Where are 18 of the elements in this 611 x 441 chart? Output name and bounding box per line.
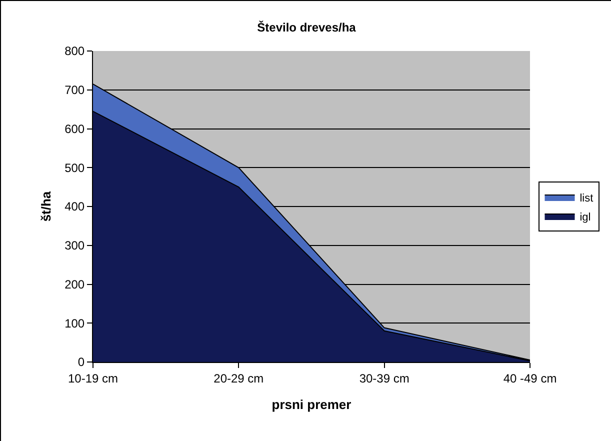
y-tick-label: 500 xyxy=(64,160,85,175)
y-tick-label: 100 xyxy=(64,316,85,330)
legend-label: igl xyxy=(580,211,591,224)
x-tick-label: 40 -49 cm xyxy=(503,371,557,386)
legend-label: list xyxy=(580,192,594,204)
y-axis-title: št/ha xyxy=(38,190,54,222)
y-tick-label: 600 xyxy=(64,122,85,136)
x-tick-label: 10-19 cm xyxy=(68,371,118,386)
x-tick-label: 30-39 cm xyxy=(359,371,410,386)
x-axis-title: prsni premer xyxy=(272,397,352,412)
chart-title: Število dreves/ha xyxy=(257,20,356,34)
y-tick-label: 0 xyxy=(78,355,85,370)
y-tick-label: 800 xyxy=(64,44,85,58)
y-tick-label: 400 xyxy=(64,200,85,214)
y-tick-label: 700 xyxy=(64,83,85,98)
y-tick-label: 200 xyxy=(64,277,85,292)
x-tick-label: 20-29 cm xyxy=(214,371,264,386)
y-tick-label: 300 xyxy=(64,238,85,253)
